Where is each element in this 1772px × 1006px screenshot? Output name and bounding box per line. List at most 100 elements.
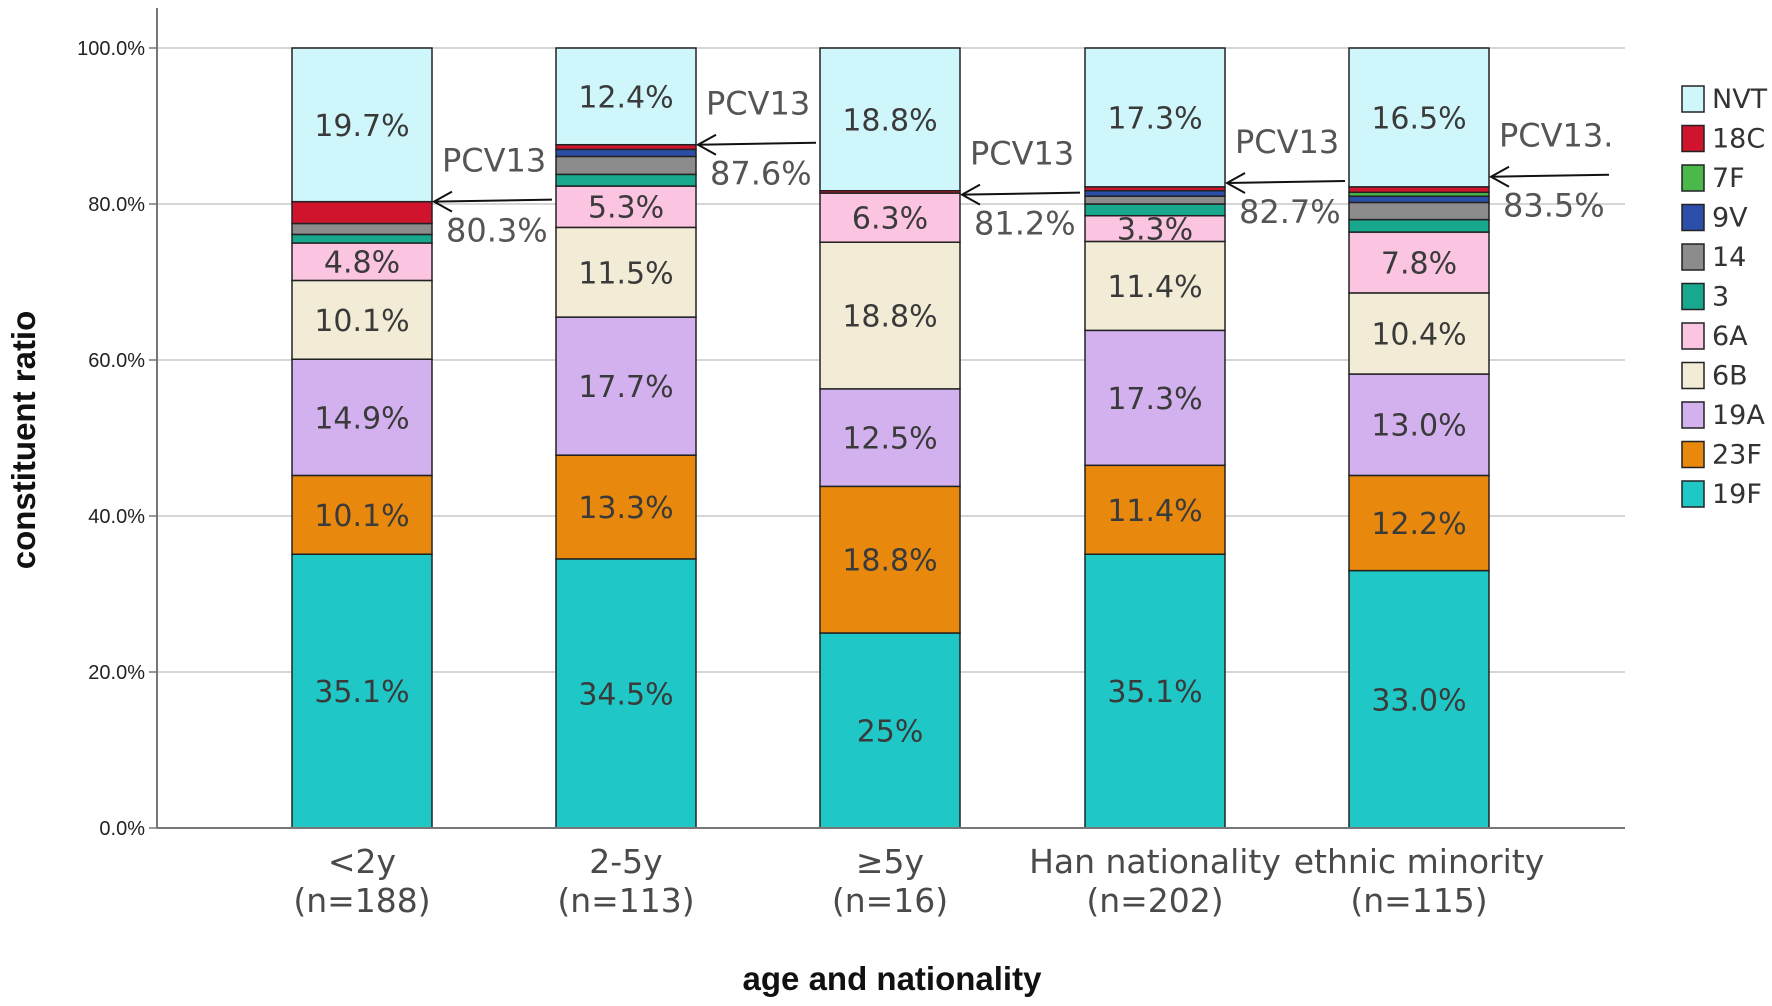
legend-label: 18C [1712,124,1765,155]
annotation-arrow-head [695,133,717,156]
annotation-pcv13-label: PCV13. [1499,117,1613,155]
y-tick-label: 100.0% [77,38,145,60]
legend-swatch-23f [1681,440,1705,469]
annotation-arrow-line [961,191,1081,196]
annotation-pcv13-value: 87.6% [710,155,812,193]
legend-swatch-9v [1681,203,1705,232]
x-category-count: (n=115) [1350,881,1487,920]
bar-segment-6a [1084,214,1226,243]
annotation-pcv13-value: 83.5% [1503,187,1605,225]
bar-segment-3 [1348,218,1490,233]
x-category-label: <2y [328,842,396,881]
annotation-arrow-head [1488,165,1510,188]
segment-labels: 35.1% 10.1% 14.9% 10.1% 4.8% 19.7% 34.5% 13.3% 1… [314,80,1466,749]
bar-segment-6a [291,242,433,282]
legend-swatch-7f [1681,164,1705,192]
bar-segment-19f [1348,569,1490,829]
legend-swatch-19a [1681,401,1705,429]
legend-swatch-19f [1681,480,1705,508]
bar-segment-nvt [819,47,961,192]
bar-segment-6b [1348,292,1490,375]
segment-label: 7.8% [1381,247,1457,282]
segment-label: 4.8% [324,246,400,281]
annotation-pcv13-label: PCV13 [706,85,810,123]
x-axis-title: age and nationality [743,960,1043,997]
bar-segment-nvt [291,47,433,203]
segment-label: 5.3% [588,191,664,226]
bar-segment-6a [555,185,697,229]
x-category-label: ethnic minority [1294,842,1545,881]
legend-label: 6A [1712,321,1748,352]
bar-segment-9v [1348,195,1490,204]
bar-segment-23f [1348,474,1490,572]
segment-label: 17.7% [578,370,673,405]
annotation-arrow-head [1224,172,1246,194]
bar-segment-19a [291,358,433,477]
bar-segment-19a [1084,329,1226,467]
segment-label: 17.3% [1107,382,1202,417]
legend-label: 7F [1712,163,1745,194]
bar-segment-14 [555,155,697,176]
bar-segment-19f [291,553,433,829]
annotation-pcv13-value: 80.3% [446,212,548,250]
segment-label: 33.0% [1371,683,1466,718]
bar-segment-19f [1084,553,1226,829]
bar-segment-14 [1084,195,1226,205]
x-category-label: 2-5y [589,842,662,881]
segment-label: 18.8% [842,300,937,335]
bar-segment-23f [819,485,961,634]
bar-segment-23f [1084,464,1226,555]
bars [291,47,1490,829]
y-tick-label: 60.0% [88,350,145,372]
y-tick-label: 0.0% [99,818,145,840]
segment-label: 19.7% [314,109,409,144]
annotation-pcv13-value: 82.7% [1239,193,1341,231]
segment-label: 35.1% [314,675,409,710]
bar-segment-nvt [555,47,697,146]
annotation-arrow-head [959,183,981,206]
bar-segment-23f [291,474,433,555]
bar-segment-19a [555,316,697,456]
segment-label: 6.3% [852,202,928,237]
segment-label: 16.5% [1371,101,1466,136]
segment-label: 13.3% [578,491,673,526]
segment-label: 35.1% [1107,675,1202,710]
bar-segment-19f [819,632,961,829]
segment-label: 34.5% [578,677,673,712]
legend-swatch-18c [1681,124,1705,153]
legend-label: 3 [1712,282,1729,313]
annotation-arrow-line [697,141,817,146]
segment-label: 11.4% [1107,270,1202,305]
bar-segment-3 [555,173,697,187]
bar-segment-6b [291,279,433,360]
bar-segment-19a [1348,373,1490,477]
segment-label: 10.1% [314,499,409,534]
y-tick-label: 40.0% [88,506,145,528]
annotation-pcv13-value: 81.2% [974,205,1076,243]
segment-label: 12.5% [842,422,937,457]
segment-label: 10.4% [1371,317,1466,352]
segment-label: 18.8% [842,103,937,138]
segment-label: 25% [857,715,924,750]
legend-label: 19A [1712,400,1765,431]
segment-label: 12.4% [578,80,673,115]
segment-label: 17.3% [1107,101,1202,136]
annotation-arrow-line [1226,179,1346,184]
y-axis-title: constituent ratio [5,311,42,570]
x-category-label: ≥5y [856,842,924,881]
legend-label: NVT [1712,84,1768,115]
x-category-count: (n=113) [557,881,694,920]
x-category-count: (n=188) [293,881,430,920]
x-category-label: Han nationality [1029,842,1281,881]
y-tick-label: 80.0% [88,194,145,216]
segment-label: 11.5% [578,256,673,291]
segment-label: 12.2% [1371,507,1466,542]
bar-segment-9v [1084,189,1226,197]
legend-label: 9V [1712,203,1748,234]
bar-segment-18c [1348,186,1490,194]
bar-segment-6b [819,241,961,390]
annotation-arrow-line [1490,173,1610,178]
bar-segment-nvt [1348,47,1490,188]
legend-swatch-nvt [1681,85,1705,113]
